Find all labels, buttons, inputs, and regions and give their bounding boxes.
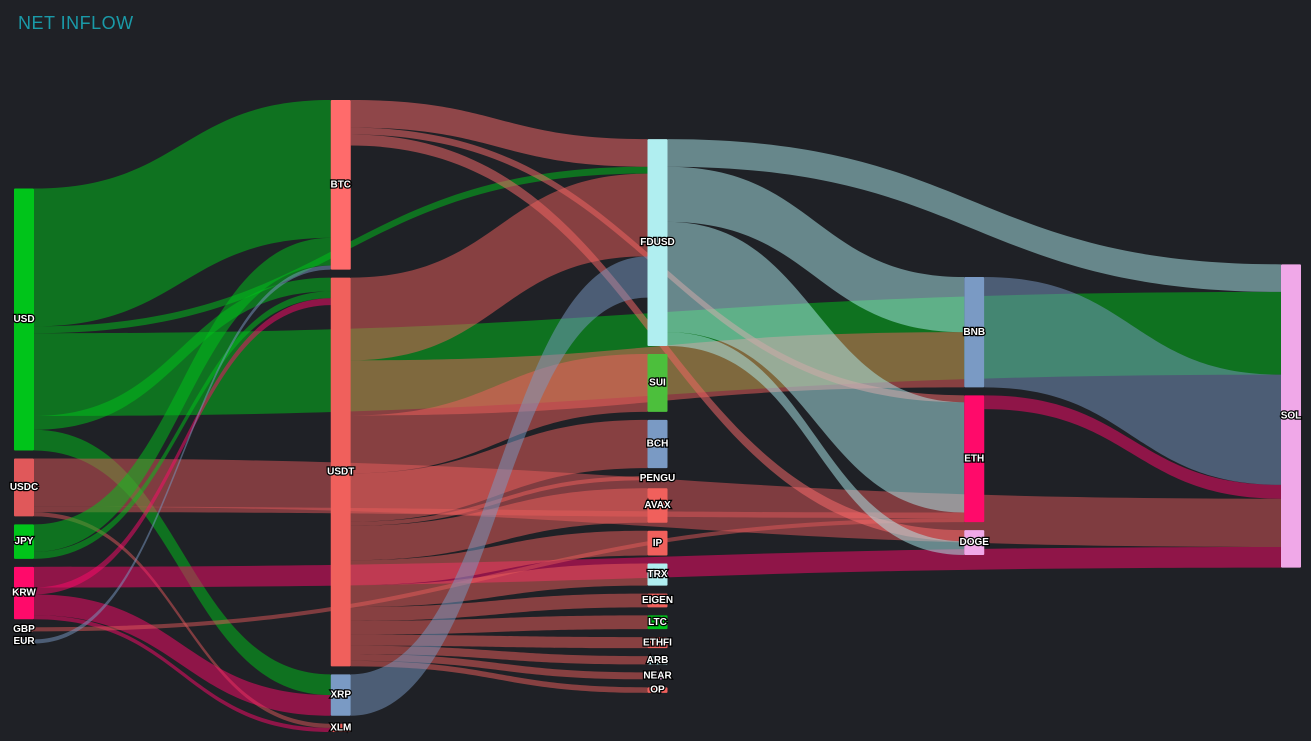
node-label: EUR [13,636,35,647]
node [964,395,985,523]
node [647,488,668,523]
flow-link [984,395,1281,499]
node [647,563,668,586]
node [647,419,668,469]
node [647,615,668,630]
flow-link [667,221,965,513]
node-label: LTC [648,617,667,628]
node-label: BNB [963,327,985,338]
node-label: ETHFI [643,637,672,648]
flow-link [350,615,648,635]
node [14,566,34,620]
node-label: NEAR [643,671,672,682]
flow-link [350,563,648,608]
node-label: SUI [649,378,666,389]
flow-link [34,512,331,728]
flow-link [34,237,331,552]
node [647,672,668,680]
flow-link [34,594,331,716]
flow-link [34,291,331,559]
node [14,458,34,517]
node [330,277,351,667]
node-label: USDT [327,467,354,478]
flow-link [34,100,331,327]
node-label: IP [653,538,663,549]
node-label: BCH [647,439,669,450]
flow-link [667,332,965,555]
flow-link [350,173,648,361]
node [330,674,351,716]
flow-link [350,488,648,561]
node [647,593,668,608]
node [14,524,34,559]
flow-link [984,277,1281,485]
node-label: TRX [648,569,668,580]
node-label: SOL [1281,411,1302,422]
flow-link [34,615,331,732]
flow-link [350,256,648,716]
node [647,353,668,412]
flow-link [34,429,331,696]
node [647,687,668,693]
node-label: USD [13,314,34,325]
node-label: BTC [330,179,351,190]
node-label: DOGE [960,537,990,548]
node-label: USDC [10,482,38,493]
node [647,139,668,346]
node-label: ARB [647,655,669,666]
node-label: FDUSD [640,237,674,248]
flow-link [667,166,965,333]
node [647,530,668,556]
flow-link [34,298,331,595]
chart-title: NET INFLOW [18,13,134,33]
flow-link [350,593,648,621]
node-label: PENGU [640,473,676,484]
node-label: JPY [15,536,34,547]
flow-link [350,530,648,586]
node [647,476,668,481]
node-label: EIGEN [642,595,673,606]
node [647,637,668,649]
flow-link [350,353,648,474]
node-label: XRP [330,690,351,701]
flow-link [34,277,331,430]
node [14,627,34,632]
node-label: GBP [13,624,35,635]
node-label: KRW [12,588,36,599]
node [647,656,668,665]
node [330,723,351,732]
flow-link [667,139,1281,292]
node-label: AVAX [644,500,671,511]
node [964,277,985,388]
node-label: OP [650,685,665,696]
node [14,188,34,451]
flow-link [350,100,648,167]
node [14,639,34,644]
flow-link [34,265,331,644]
node-label: XLM [330,723,351,734]
node [1281,264,1301,568]
node [330,100,351,270]
node-label: ETH [964,453,984,464]
node [964,530,985,555]
